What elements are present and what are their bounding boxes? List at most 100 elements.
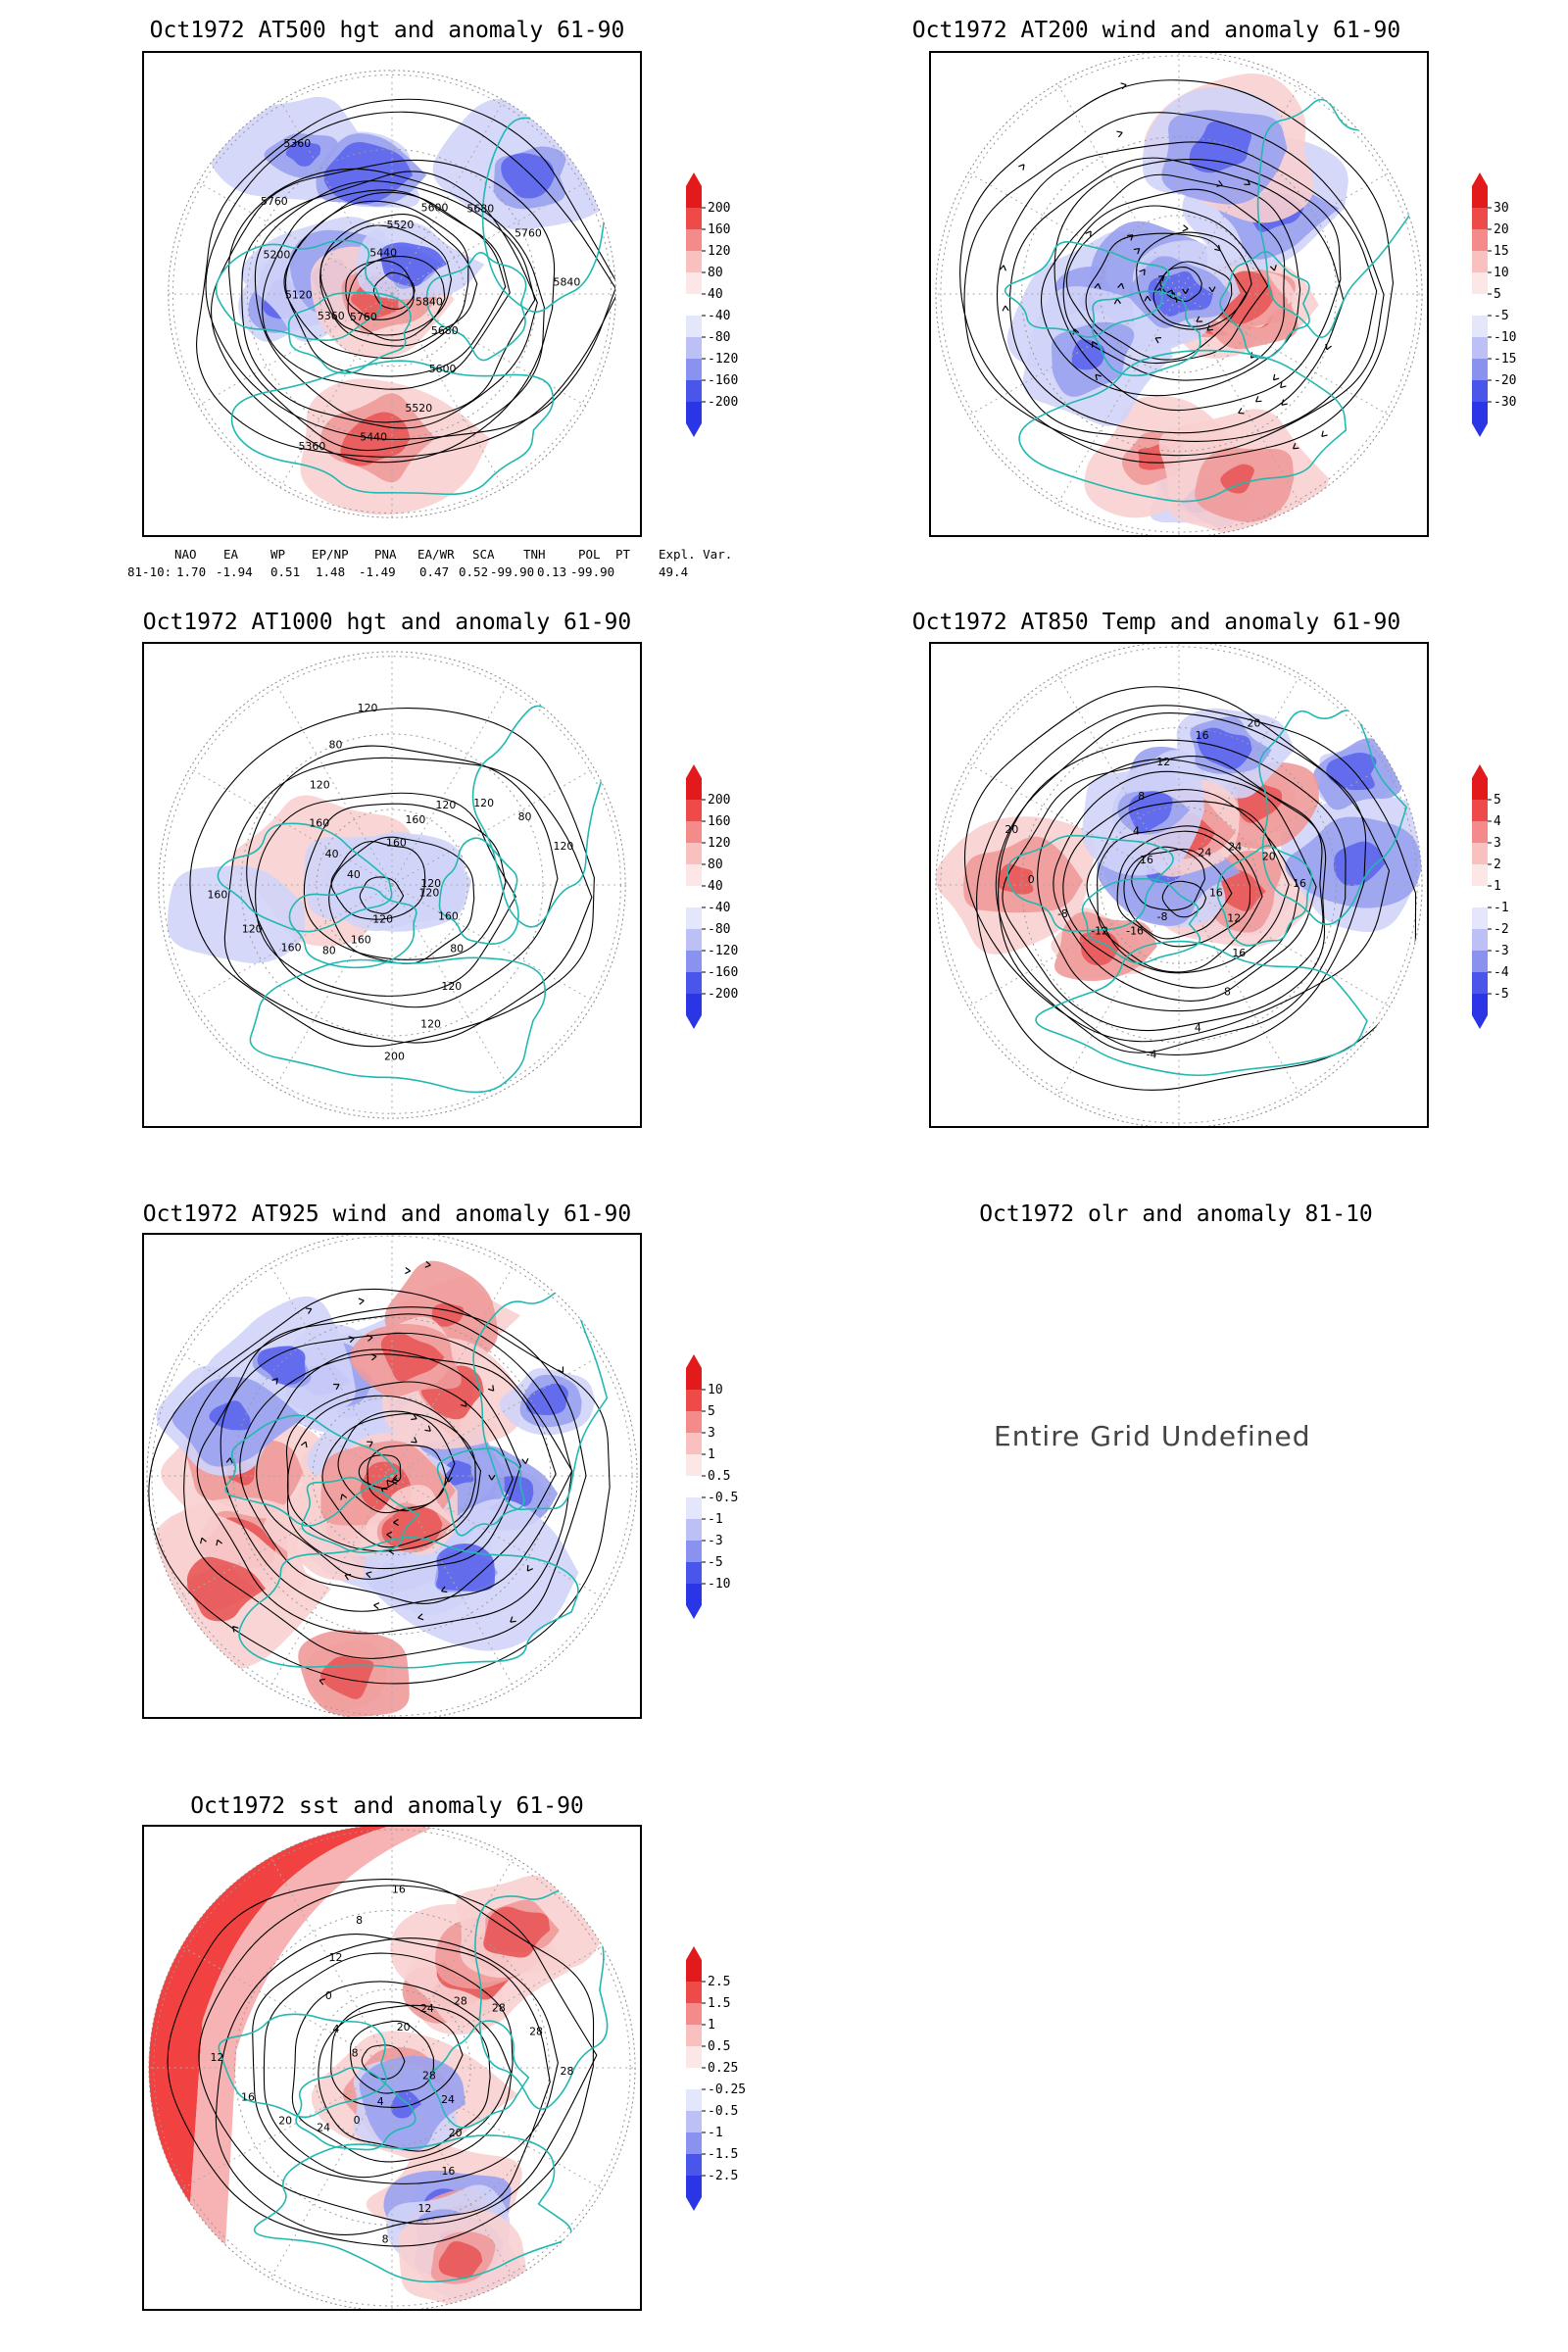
contour-label: 120 xyxy=(310,779,330,792)
wind-arrow xyxy=(417,1613,424,1621)
colorbar-segment xyxy=(686,994,702,1015)
tele-value-sca: 0.52 xyxy=(459,564,489,579)
anomaly-shade xyxy=(1128,791,1173,833)
colorbar-label: -160 xyxy=(708,965,738,980)
colorbar-label: -3 xyxy=(708,1534,723,1548)
map-panel-hgt500: 5840 5680 5600 5520 5440 5360 5760 5360 5120 5200… xyxy=(142,51,642,537)
anomaly-shade xyxy=(285,140,321,167)
contour-line xyxy=(1008,157,1345,434)
colorbar-label: -5 xyxy=(1494,987,1509,1002)
anomaly-shade xyxy=(186,1556,267,1622)
anomaly-shade xyxy=(1220,464,1254,494)
contour-line xyxy=(330,841,426,920)
colorbar-label: -3 xyxy=(1494,944,1509,958)
colorbar-top-arrow xyxy=(1472,172,1488,186)
colorbar-label: 0.5 xyxy=(708,1469,730,1484)
colorbar-label: -1 xyxy=(708,2126,723,2140)
contour-line xyxy=(372,271,416,311)
contour-line xyxy=(196,1313,573,1635)
map-canvas: 16 12 16 8 4 -4 -8 -16 -12 -8 0 20 16 4 8 12 16 20 24 24 20 1… xyxy=(935,644,1423,1126)
wind-arrow xyxy=(271,1378,278,1385)
colorbar-label: -0.5 xyxy=(708,2104,738,2119)
contour-label: 160 xyxy=(281,941,302,954)
wind-arrow xyxy=(445,1476,453,1483)
contour-label: 160 xyxy=(309,816,329,829)
colorbar-bottom-arrow xyxy=(686,1605,702,1619)
wind-arrow xyxy=(1116,130,1123,138)
contour-line xyxy=(1136,231,1252,330)
colorbar-label: -80 xyxy=(708,330,730,345)
contour-label: 120 xyxy=(435,799,456,811)
contour-label: 20 xyxy=(278,2114,292,2127)
colorbar-top-arrow xyxy=(686,1946,702,1960)
colorbar-label: -0.25 xyxy=(708,2082,746,2097)
colorbar-label: -40 xyxy=(708,309,730,323)
colorbar-label: 1 xyxy=(708,2018,715,2033)
colorbar-segment xyxy=(686,294,702,316)
contour-label: 20 xyxy=(1248,717,1261,730)
wind-arrow xyxy=(1280,381,1287,389)
contour-label: 4 xyxy=(1195,1021,1201,1034)
contour-line xyxy=(228,168,545,452)
colorbar-label: 40 xyxy=(708,879,723,894)
contour-label: 16 xyxy=(392,1884,406,1896)
panel-title-olr: Oct1972 olr and anomaly 81-10 xyxy=(979,1201,1373,1227)
contour-label: 28 xyxy=(561,2065,574,2078)
contour-label: 24 xyxy=(317,2122,330,2134)
contour-label: 80 xyxy=(329,739,343,752)
wind-arrow xyxy=(370,1353,377,1361)
colorbar-label: -10 xyxy=(708,1577,730,1592)
colorbar-label: -5 xyxy=(708,1555,723,1570)
contour-line xyxy=(205,111,616,440)
contour-label: 5840 xyxy=(416,296,443,309)
contour-label: 120 xyxy=(358,702,378,714)
contour-label: 5360 xyxy=(318,310,345,322)
tele-value-pol: 0.13 xyxy=(537,564,567,579)
wind-arrow xyxy=(510,1616,516,1623)
colorbar-segment xyxy=(686,2089,702,2111)
wind-arrow xyxy=(386,1479,393,1487)
contour-label: 5760 xyxy=(514,227,542,240)
contour-line xyxy=(1152,261,1233,327)
colorbar-svg: 10 5 3 1 0.5 -0.5 -1 -3 -5 -10 xyxy=(686,1354,738,1619)
colorbar-label: -1.5 xyxy=(708,2147,738,2162)
colorbar-segment xyxy=(686,2068,702,2089)
wind-arrow xyxy=(318,1678,326,1686)
colorbar-label: 2.5 xyxy=(708,1975,730,1989)
anomaly-shade xyxy=(436,1544,495,1592)
contour-label: 5520 xyxy=(387,219,415,231)
colorbar-segment xyxy=(686,186,702,208)
contour-label: 5200 xyxy=(264,249,291,262)
contour-label: -16 xyxy=(1126,924,1144,937)
colorbar-label: 20 xyxy=(1494,222,1509,237)
wind-arrow xyxy=(1214,244,1221,252)
contour-line xyxy=(215,1934,551,2235)
contour-label: 0 xyxy=(354,2114,361,2127)
colorbar-segment xyxy=(686,251,702,272)
contour-line xyxy=(959,79,1395,464)
contour-label: 24 xyxy=(1198,846,1211,858)
contour-label: 5520 xyxy=(405,402,432,415)
contour-label: 80 xyxy=(450,942,464,955)
wind-arrow xyxy=(348,1336,355,1344)
wind-arrow xyxy=(1120,82,1127,90)
anomaly-shade xyxy=(1333,841,1386,886)
contour-line xyxy=(303,803,507,960)
contour-label: 160 xyxy=(351,934,371,947)
wind-arrow xyxy=(1127,234,1134,241)
wind-arrow xyxy=(1157,274,1165,282)
contour-line xyxy=(328,836,475,964)
wind-arrow xyxy=(441,1586,448,1593)
contour-label: 20 xyxy=(1262,851,1276,863)
contour-label: 20 xyxy=(1004,823,1018,836)
wind-arrow xyxy=(340,1494,348,1500)
coastline xyxy=(224,1289,609,1669)
contour-label: 5440 xyxy=(369,246,397,259)
colorbar-temp850: 5 4 3 2 1 -1 -2 -3 -4 -5 xyxy=(1472,764,1550,1039)
wind-arrow xyxy=(393,1518,399,1526)
wind-arrow xyxy=(488,1474,496,1481)
contour-label: 12 xyxy=(1156,756,1170,768)
colorbar-segment xyxy=(686,1411,702,1433)
panel-title-hgt1000: Oct1972 AT1000 hgt and anomaly 61-90 xyxy=(142,610,632,635)
wind-arrow xyxy=(487,1385,495,1392)
